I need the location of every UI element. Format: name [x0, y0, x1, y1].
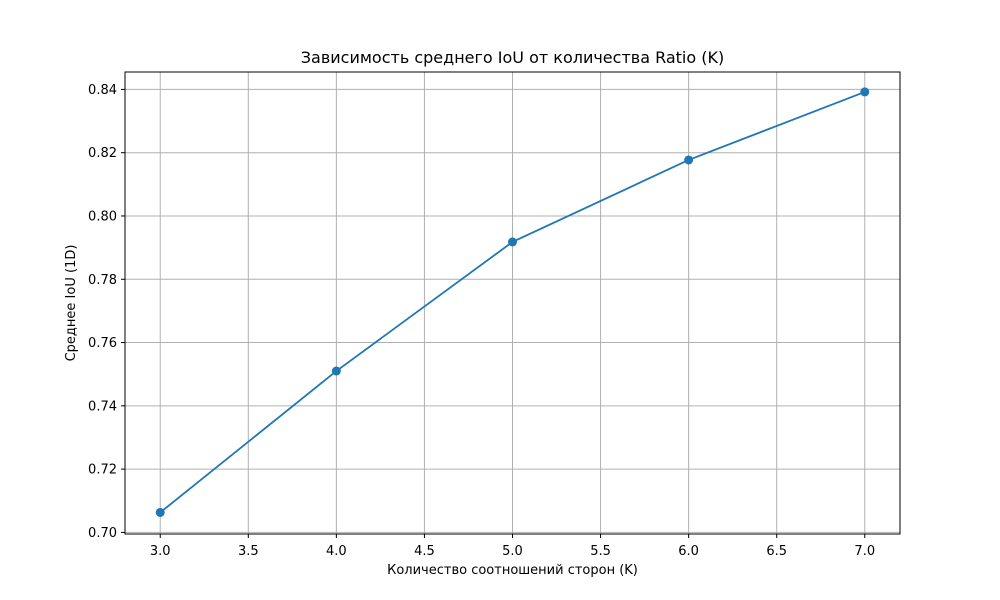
- data-point: [684, 155, 694, 165]
- x-tick-label: 5.0: [502, 544, 523, 559]
- y-tick-label: 0.76: [88, 336, 117, 351]
- x-tick-label: 7.0: [854, 544, 875, 559]
- y-tick-label: 0.78: [88, 273, 117, 288]
- data-point: [508, 237, 517, 247]
- x-tick-label: 3.5: [238, 544, 259, 559]
- data-point: [155, 507, 165, 517]
- x-tick-label: 5.5: [590, 544, 611, 559]
- x-tick-label: 6.5: [766, 544, 787, 559]
- chart-title: Зависимость среднего IoU от количества R…: [301, 48, 724, 67]
- y-tick-label: 0.70: [88, 526, 117, 541]
- x-tick-label: 3.0: [150, 544, 171, 559]
- ticks: 3.0 3.5 4.0 4.5 5.0 5.5 6.0 6.5 7.0 0.70 0.72 0.74 0…: [88, 83, 875, 559]
- y-axis-label: Среднее IoU (1D): [64, 245, 79, 362]
- x-tick-label: 4.5: [414, 544, 435, 559]
- grid: [125, 72, 900, 534]
- y-tick-label: 0.72: [88, 463, 117, 478]
- data-point: [331, 366, 341, 376]
- data-point: [860, 87, 870, 97]
- y-tick-label: 0.84: [88, 83, 117, 98]
- y-tick-label: 0.80: [88, 209, 117, 224]
- x-axis-label: Количество соотношений сторон (K): [387, 563, 638, 578]
- x-tick-label: 4.0: [326, 544, 347, 559]
- series-layer: [155, 87, 870, 517]
- y-tick-label: 0.74: [88, 399, 117, 414]
- x-tick-label: 6.0: [678, 544, 699, 559]
- y-tick-label: 0.82: [88, 146, 117, 161]
